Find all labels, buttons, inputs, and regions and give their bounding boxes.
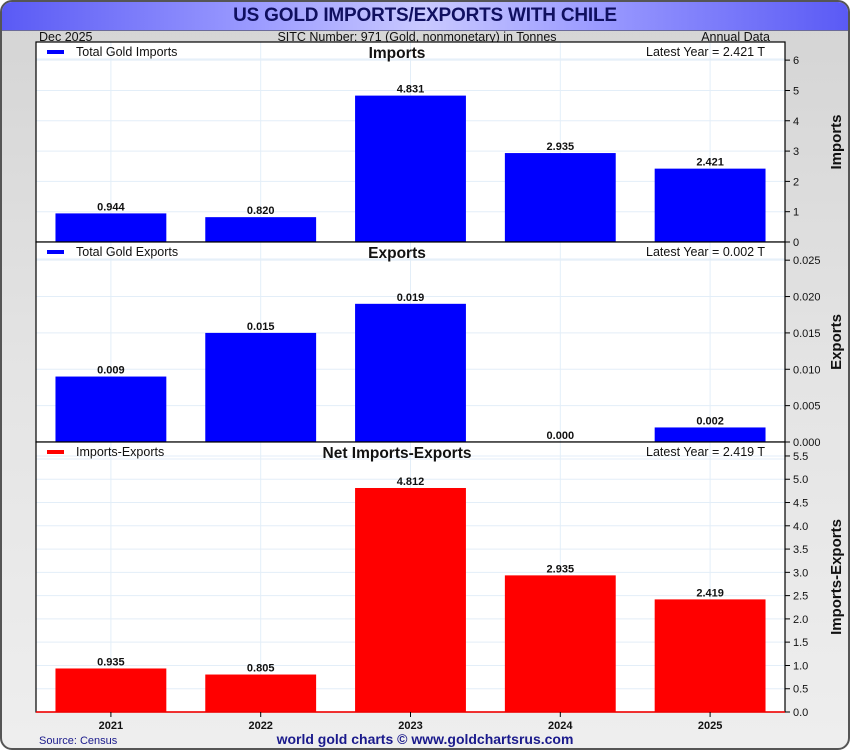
bar-2023 xyxy=(355,487,466,712)
y-tick-label: 4.0 xyxy=(793,521,808,533)
bar-2025 xyxy=(654,168,766,242)
bar-2024 xyxy=(504,153,616,242)
y-axis-title: Exports xyxy=(828,314,845,370)
data-label: 0.015 xyxy=(247,321,275,333)
x-tick-label: 2022 xyxy=(248,720,272,732)
y-tick-label: 5.0 xyxy=(793,474,808,486)
legend-swatch xyxy=(47,250,64,254)
date-label: Dec 2025 xyxy=(39,30,93,44)
bar-2025 xyxy=(654,599,766,712)
panel-title: Net Imports-Exports xyxy=(323,445,472,462)
y-tick-label: 4 xyxy=(793,116,799,128)
x-tick-label: 2021 xyxy=(99,720,123,732)
bar-2022 xyxy=(205,217,317,242)
y-tick-label: 0 xyxy=(793,237,799,249)
source-label: Source: Census xyxy=(39,735,118,747)
data-label: 2.935 xyxy=(547,563,575,575)
panel-title: Imports xyxy=(369,45,426,62)
legend-swatch xyxy=(47,50,64,54)
bar-2021 xyxy=(55,668,167,712)
data-label: 0.000 xyxy=(547,430,575,442)
data-label: 0.944 xyxy=(97,201,125,213)
data-label: 0.002 xyxy=(696,415,724,427)
y-tick-label: 5.5 xyxy=(793,451,808,463)
data-label: 4.812 xyxy=(397,476,425,488)
title-bar: US GOLD IMPORTS/EXPORTS WITH CHILE xyxy=(2,2,848,31)
data-label: 0.935 xyxy=(97,656,125,668)
y-tick-label: 0.010 xyxy=(793,364,821,376)
y-tick-label: 4.5 xyxy=(793,498,808,510)
x-tick-label: 2025 xyxy=(698,720,722,732)
legend-label: Imports-Exports xyxy=(76,445,164,459)
latest-year-label: Latest Year = 2.421 T xyxy=(646,45,765,59)
data-label: 0.820 xyxy=(247,205,275,217)
y-tick-label: 0.015 xyxy=(793,328,821,340)
x-tick-label: 2024 xyxy=(548,720,573,732)
latest-year-label: Latest Year = 0.002 T xyxy=(646,245,765,259)
chart-title: US GOLD IMPORTS/EXPORTS WITH CHILE xyxy=(233,5,617,26)
data-label: 0.805 xyxy=(247,663,275,675)
y-tick-label: 5 xyxy=(793,85,799,97)
y-tick-label: 0.005 xyxy=(793,401,821,413)
panel-title: Exports xyxy=(368,245,426,262)
y-axis-title: Imports xyxy=(828,114,845,169)
data-label: 4.831 xyxy=(397,84,425,96)
y-tick-label: 2.0 xyxy=(793,614,808,626)
legend-label: Total Gold Exports xyxy=(76,245,178,259)
y-tick-label: 0.025 xyxy=(793,255,821,267)
y-tick-label: 0.000 xyxy=(793,437,821,449)
y-tick-label: 0.020 xyxy=(793,292,821,304)
frequency-label: Annual Data xyxy=(701,30,770,44)
bar-2021 xyxy=(55,213,167,242)
bar-2023 xyxy=(355,95,466,242)
y-tick-label: 3.0 xyxy=(793,567,808,579)
y-tick-label: 1.0 xyxy=(793,660,808,672)
subtitle: SITC Number: 971 (Gold, nonmonetary) in … xyxy=(277,30,557,44)
y-tick-label: 6 xyxy=(793,55,799,67)
bar-2023 xyxy=(355,303,466,442)
data-label: 2.419 xyxy=(696,587,724,599)
y-tick-label: 0.0 xyxy=(793,707,808,719)
data-label: 2.935 xyxy=(547,141,575,153)
y-tick-label: 3.5 xyxy=(793,544,808,556)
bar-2021 xyxy=(55,376,167,442)
data-label: 2.421 xyxy=(696,157,724,169)
x-tick-label: 2023 xyxy=(398,720,422,732)
legend-swatch xyxy=(47,450,64,454)
y-tick-label: 1 xyxy=(793,207,799,219)
legend-label: Total Gold Imports xyxy=(76,45,177,59)
data-label: 0.019 xyxy=(397,292,425,304)
y-axis-title: Imports-Exports xyxy=(828,519,845,635)
data-label: 0.009 xyxy=(97,365,125,377)
latest-year-label: Latest Year = 2.419 T xyxy=(646,445,765,459)
y-tick-label: 0.5 xyxy=(793,684,808,696)
y-tick-label: 3 xyxy=(793,146,799,158)
y-tick-label: 2 xyxy=(793,176,799,188)
bar-2024 xyxy=(504,575,616,712)
bar-2022 xyxy=(205,674,317,712)
y-tick-label: 1.5 xyxy=(793,637,808,649)
y-tick-label: 2.5 xyxy=(793,591,808,603)
bar-2022 xyxy=(205,332,317,442)
credit-label: world gold charts © www.goldchartsrus.co… xyxy=(276,731,574,747)
bar-2025 xyxy=(654,427,766,442)
